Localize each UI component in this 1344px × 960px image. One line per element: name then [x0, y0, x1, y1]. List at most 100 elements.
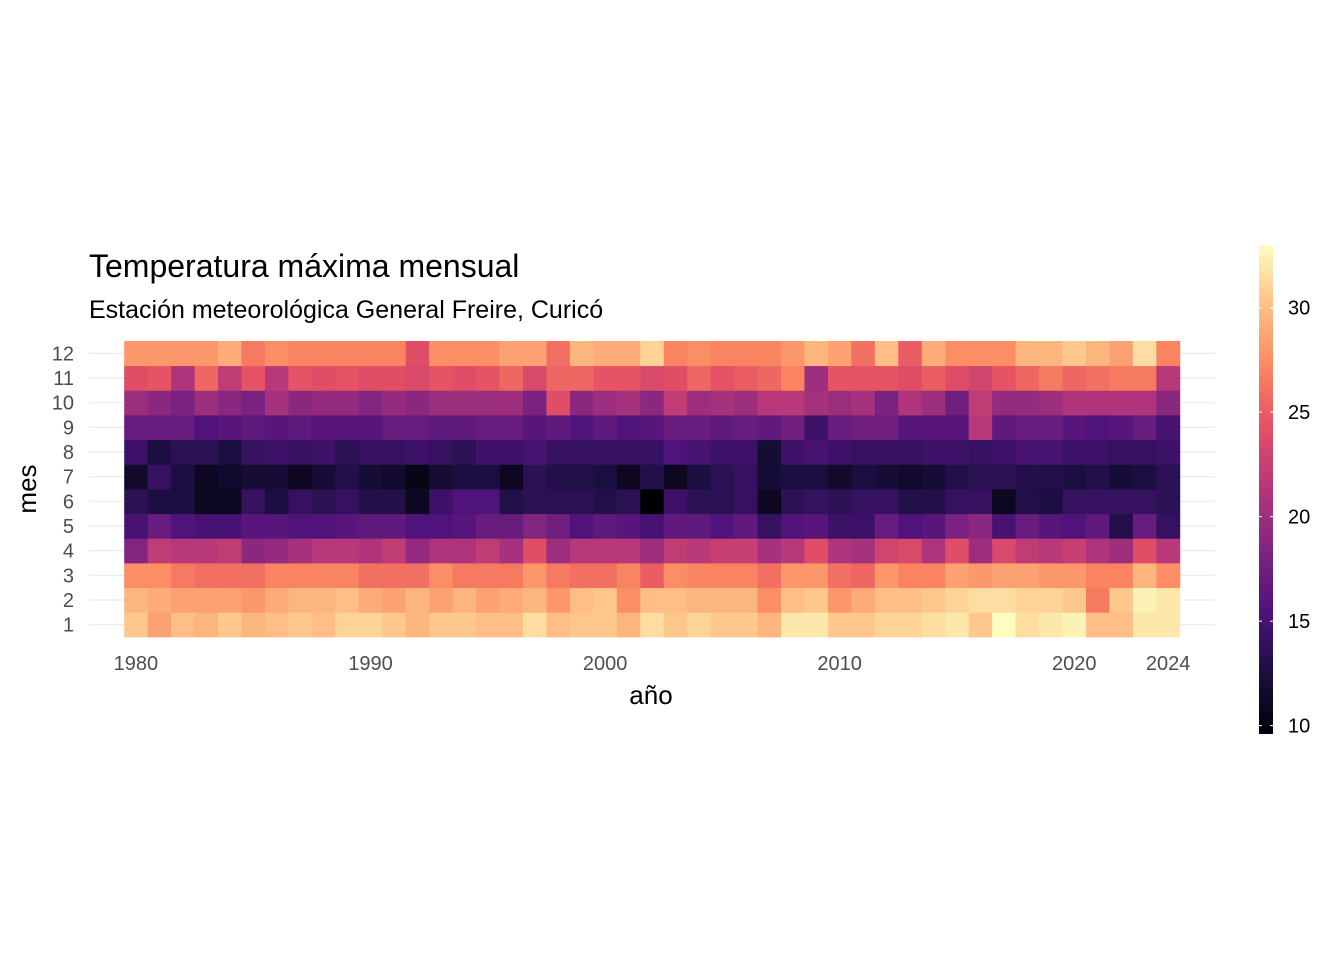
heatmap-tile — [1085, 464, 1110, 490]
heatmap-tile — [124, 563, 149, 589]
heatmap-tile — [1062, 612, 1087, 638]
heatmap-tile — [147, 464, 172, 490]
heatmap-tile — [1085, 587, 1110, 613]
heatmap-tile — [1156, 390, 1181, 416]
heatmap-tile — [171, 390, 195, 416]
heatmap-tile — [968, 538, 993, 564]
heatmap-tile — [1109, 390, 1134, 416]
heatmap-tile — [522, 489, 547, 515]
y-axis-title: mes — [12, 464, 42, 513]
legend-tick-label: 10 — [1288, 716, 1310, 738]
heatmap-tile — [874, 464, 899, 490]
heatmap-tile — [827, 415, 852, 441]
heatmap-tile — [569, 513, 594, 539]
heatmap-tile — [663, 513, 688, 539]
heatmap-tile — [1015, 341, 1040, 367]
heatmap-tile — [1156, 563, 1181, 589]
heatmap-tile — [663, 612, 688, 638]
heatmap-tile — [968, 439, 993, 465]
heatmap-tile — [569, 489, 594, 515]
heatmap-tile — [405, 538, 430, 564]
heatmap-tile — [569, 341, 594, 367]
heatmap-tile — [311, 489, 336, 515]
heatmap-tile — [522, 563, 547, 589]
heatmap-tile — [171, 341, 195, 367]
heatmap-tile — [429, 563, 454, 589]
heatmap-tile — [734, 538, 758, 564]
heatmap-tile — [921, 538, 946, 564]
heatmap-tile — [781, 612, 805, 638]
x-tick-label: 2024 — [1146, 653, 1191, 675]
heatmap-tile — [851, 341, 876, 367]
legend-tick-label: 30 — [1288, 298, 1310, 320]
heatmap-tile — [476, 513, 500, 539]
heatmap-tile — [992, 612, 1017, 638]
heatmap-tile — [616, 538, 641, 564]
y-tick-label: 10 — [52, 393, 74, 415]
heatmap-tile — [1109, 341, 1134, 367]
heatmap-tiles — [124, 341, 1181, 638]
heatmap-tile — [710, 612, 735, 638]
heatmap-tile — [218, 341, 242, 367]
heatmap-tile — [640, 513, 665, 539]
heatmap-tile — [546, 464, 571, 490]
heatmap-tile — [264, 612, 289, 638]
heatmap-tile — [945, 464, 970, 490]
heatmap-tile — [241, 563, 266, 589]
heatmap-tile — [757, 341, 782, 367]
heatmap-tile — [593, 489, 618, 515]
heatmap-tile — [311, 587, 336, 613]
heatmap-tile — [171, 587, 195, 613]
heatmap-tile — [358, 489, 383, 515]
heatmap-tile — [921, 439, 946, 465]
heatmap-tile — [710, 513, 735, 539]
heatmap-tile — [968, 365, 993, 391]
heatmap-tile — [218, 390, 242, 416]
heatmap-tile — [710, 439, 735, 465]
heatmap-tile — [663, 365, 688, 391]
heatmap-tile — [804, 563, 829, 589]
heatmap-tile — [734, 612, 758, 638]
heatmap-tile — [1132, 612, 1157, 638]
heatmap-tile — [757, 464, 782, 490]
heatmap-tile — [616, 563, 641, 589]
heatmap-tile — [1015, 587, 1040, 613]
heatmap-tile — [757, 587, 782, 613]
heatmap-tile — [1109, 563, 1134, 589]
heatmap-tile — [640, 489, 665, 515]
heatmap-tile — [476, 538, 500, 564]
heatmap-tile — [734, 587, 758, 613]
heatmap-tile — [288, 464, 313, 490]
heatmap-tile — [546, 390, 571, 416]
heatmap-tile — [710, 341, 735, 367]
heatmap-tile — [851, 464, 876, 490]
heatmap-tile — [264, 365, 289, 391]
heatmap-tile — [335, 538, 360, 564]
heatmap-tile — [992, 464, 1017, 490]
heatmap-tile — [358, 341, 383, 367]
heatmap-tile — [288, 341, 313, 367]
heatmap-tile — [687, 341, 712, 367]
heatmap-tile — [241, 390, 266, 416]
heatmap-tile — [194, 390, 219, 416]
heatmap-tile — [921, 587, 946, 613]
heatmap-tile — [147, 390, 172, 416]
heatmap-tile — [522, 341, 547, 367]
heatmap-tile — [264, 489, 289, 515]
heatmap-tile — [1062, 341, 1087, 367]
heatmap-tile — [499, 612, 524, 638]
heatmap-tile — [522, 538, 547, 564]
heatmap-tile — [194, 587, 219, 613]
legend-tick-label: 15 — [1288, 611, 1310, 633]
heatmap-tile — [476, 365, 500, 391]
heatmap-tile — [218, 464, 242, 490]
heatmap-tile — [1085, 341, 1110, 367]
heatmap-tile — [452, 538, 477, 564]
heatmap-tile — [124, 489, 149, 515]
heatmap-tile — [781, 587, 805, 613]
heatmap-tile — [1109, 489, 1134, 515]
heatmap-tile — [335, 341, 360, 367]
heatmap-tile — [827, 439, 852, 465]
heatmap-tile — [1015, 538, 1040, 564]
heatmap-tile — [522, 415, 547, 441]
